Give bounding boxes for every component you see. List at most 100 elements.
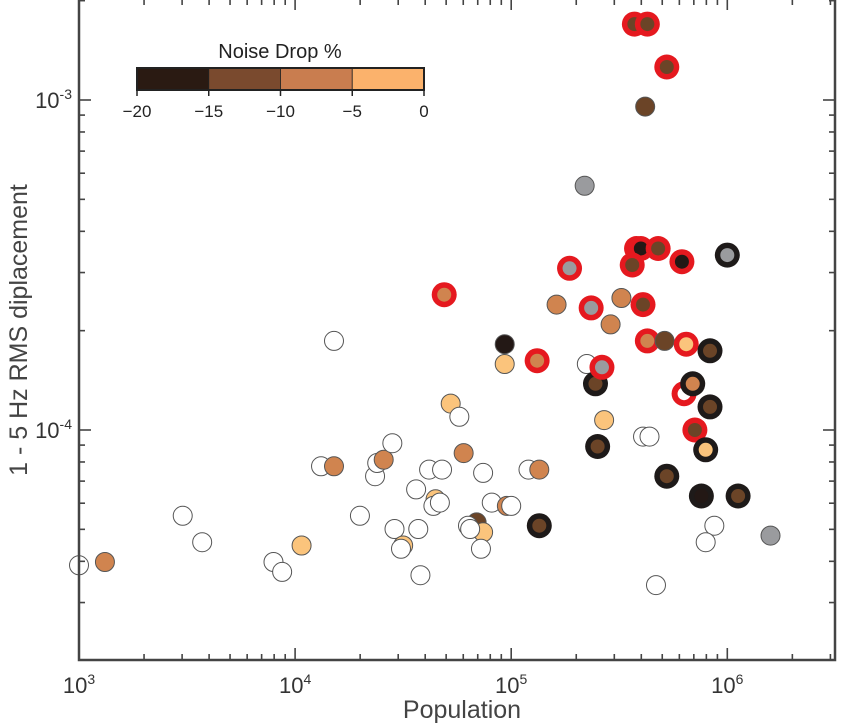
data-point <box>408 519 429 539</box>
x-axis-title: Population <box>403 696 521 724</box>
data-point <box>429 492 450 513</box>
data-point <box>634 328 660 354</box>
point-marker <box>390 538 411 559</box>
y-tick-exponent: -4 <box>60 416 73 432</box>
point-marker <box>384 519 405 539</box>
point-marker <box>291 535 312 556</box>
data-point <box>574 175 595 196</box>
data-point <box>680 371 706 397</box>
data-point <box>654 463 680 489</box>
data-point <box>373 449 394 470</box>
x-tick-label: 103 <box>63 671 95 698</box>
data-point <box>382 433 403 454</box>
data-point <box>645 575 666 596</box>
colorbar-tick-label: −15 <box>194 102 223 121</box>
point-marker <box>94 552 115 572</box>
colorbar-bins <box>136 67 425 91</box>
data-point <box>323 330 344 351</box>
point-fill <box>698 442 713 457</box>
point-fill <box>594 360 609 375</box>
data-point <box>693 437 719 463</box>
point-marker <box>695 532 716 553</box>
y-axis-title: 1 - 5 Hz RMS diplacement <box>5 184 33 476</box>
data-point <box>725 483 751 509</box>
point-fill <box>694 489 709 503</box>
colorbar-bin <box>280 67 353 91</box>
point-fill <box>659 60 674 74</box>
data-point <box>611 288 632 308</box>
point-marker <box>473 462 494 483</box>
plot-frame <box>77 0 837 662</box>
x-tick-label: 104 <box>279 671 311 698</box>
point-marker <box>272 561 293 582</box>
point-marker <box>192 532 213 553</box>
colorbar-bin <box>351 67 425 91</box>
data-point <box>630 292 656 318</box>
point-fill <box>659 469 674 484</box>
x-tick-base: 10 <box>63 673 87 698</box>
data-point <box>410 565 431 586</box>
data-point <box>639 426 660 447</box>
point-fill <box>584 300 599 315</box>
colorbar-tick-label: −5 <box>343 102 362 121</box>
x-tick-base: 10 <box>279 673 303 698</box>
data-point <box>714 242 740 268</box>
data-point <box>349 505 370 526</box>
point-fill <box>687 423 702 437</box>
y-tick-base: 10 <box>35 418 59 443</box>
data-point <box>323 456 344 477</box>
point-marker <box>635 96 656 117</box>
data-point <box>578 295 604 321</box>
colorbar-title: Noise Drop % <box>218 41 342 63</box>
point-marker <box>453 443 474 464</box>
data-point <box>688 483 714 509</box>
point-marker <box>323 456 344 477</box>
point-marker <box>172 505 193 526</box>
data-point <box>453 443 474 464</box>
point-marker <box>410 565 431 586</box>
point-marker <box>645 575 666 596</box>
point-fill <box>703 343 718 358</box>
colorbar-tick-label: 0 <box>419 102 428 121</box>
data-point <box>94 552 115 572</box>
data-point <box>635 96 656 117</box>
data-point <box>390 538 411 559</box>
point-marker <box>432 459 453 480</box>
colorbar-tick-label: −20 <box>123 102 152 121</box>
y-tick-base: 10 <box>35 88 59 113</box>
data-point <box>494 334 515 355</box>
data-point <box>557 255 583 281</box>
data-point <box>589 354 615 380</box>
data-point <box>449 406 470 427</box>
point-marker <box>494 334 515 355</box>
point-fill <box>679 337 694 352</box>
data-point <box>432 459 453 480</box>
point-marker <box>600 314 621 335</box>
point-marker <box>382 433 403 454</box>
data-point <box>654 330 675 351</box>
x-tick-label: 105 <box>495 671 527 698</box>
point-fill <box>640 17 655 32</box>
data-point <box>272 561 293 582</box>
data-point <box>460 519 481 539</box>
point-marker <box>460 519 481 539</box>
data-point <box>524 348 550 374</box>
y-tick-exponent: -3 <box>60 86 73 102</box>
colorbar-tick-label: −10 <box>266 102 295 121</box>
x-tick-exponent: 4 <box>303 671 311 687</box>
colorbar-bin <box>208 67 281 91</box>
point-fill <box>651 241 666 256</box>
point-marker <box>654 330 675 351</box>
point-marker <box>349 505 370 526</box>
point-fill <box>720 248 735 263</box>
data-point <box>695 532 716 553</box>
y-tick-label: 10-4 <box>35 416 72 443</box>
x-axis-tick-labels: 103 104 105 106 <box>63 671 744 698</box>
data-point <box>494 354 515 374</box>
point-marker <box>546 294 567 315</box>
point-fill <box>588 376 603 391</box>
y-axis-tick-labels: 10-310-4 <box>35 86 72 443</box>
point-fill <box>530 353 545 368</box>
point-fill <box>731 489 746 503</box>
data-point <box>406 479 427 500</box>
